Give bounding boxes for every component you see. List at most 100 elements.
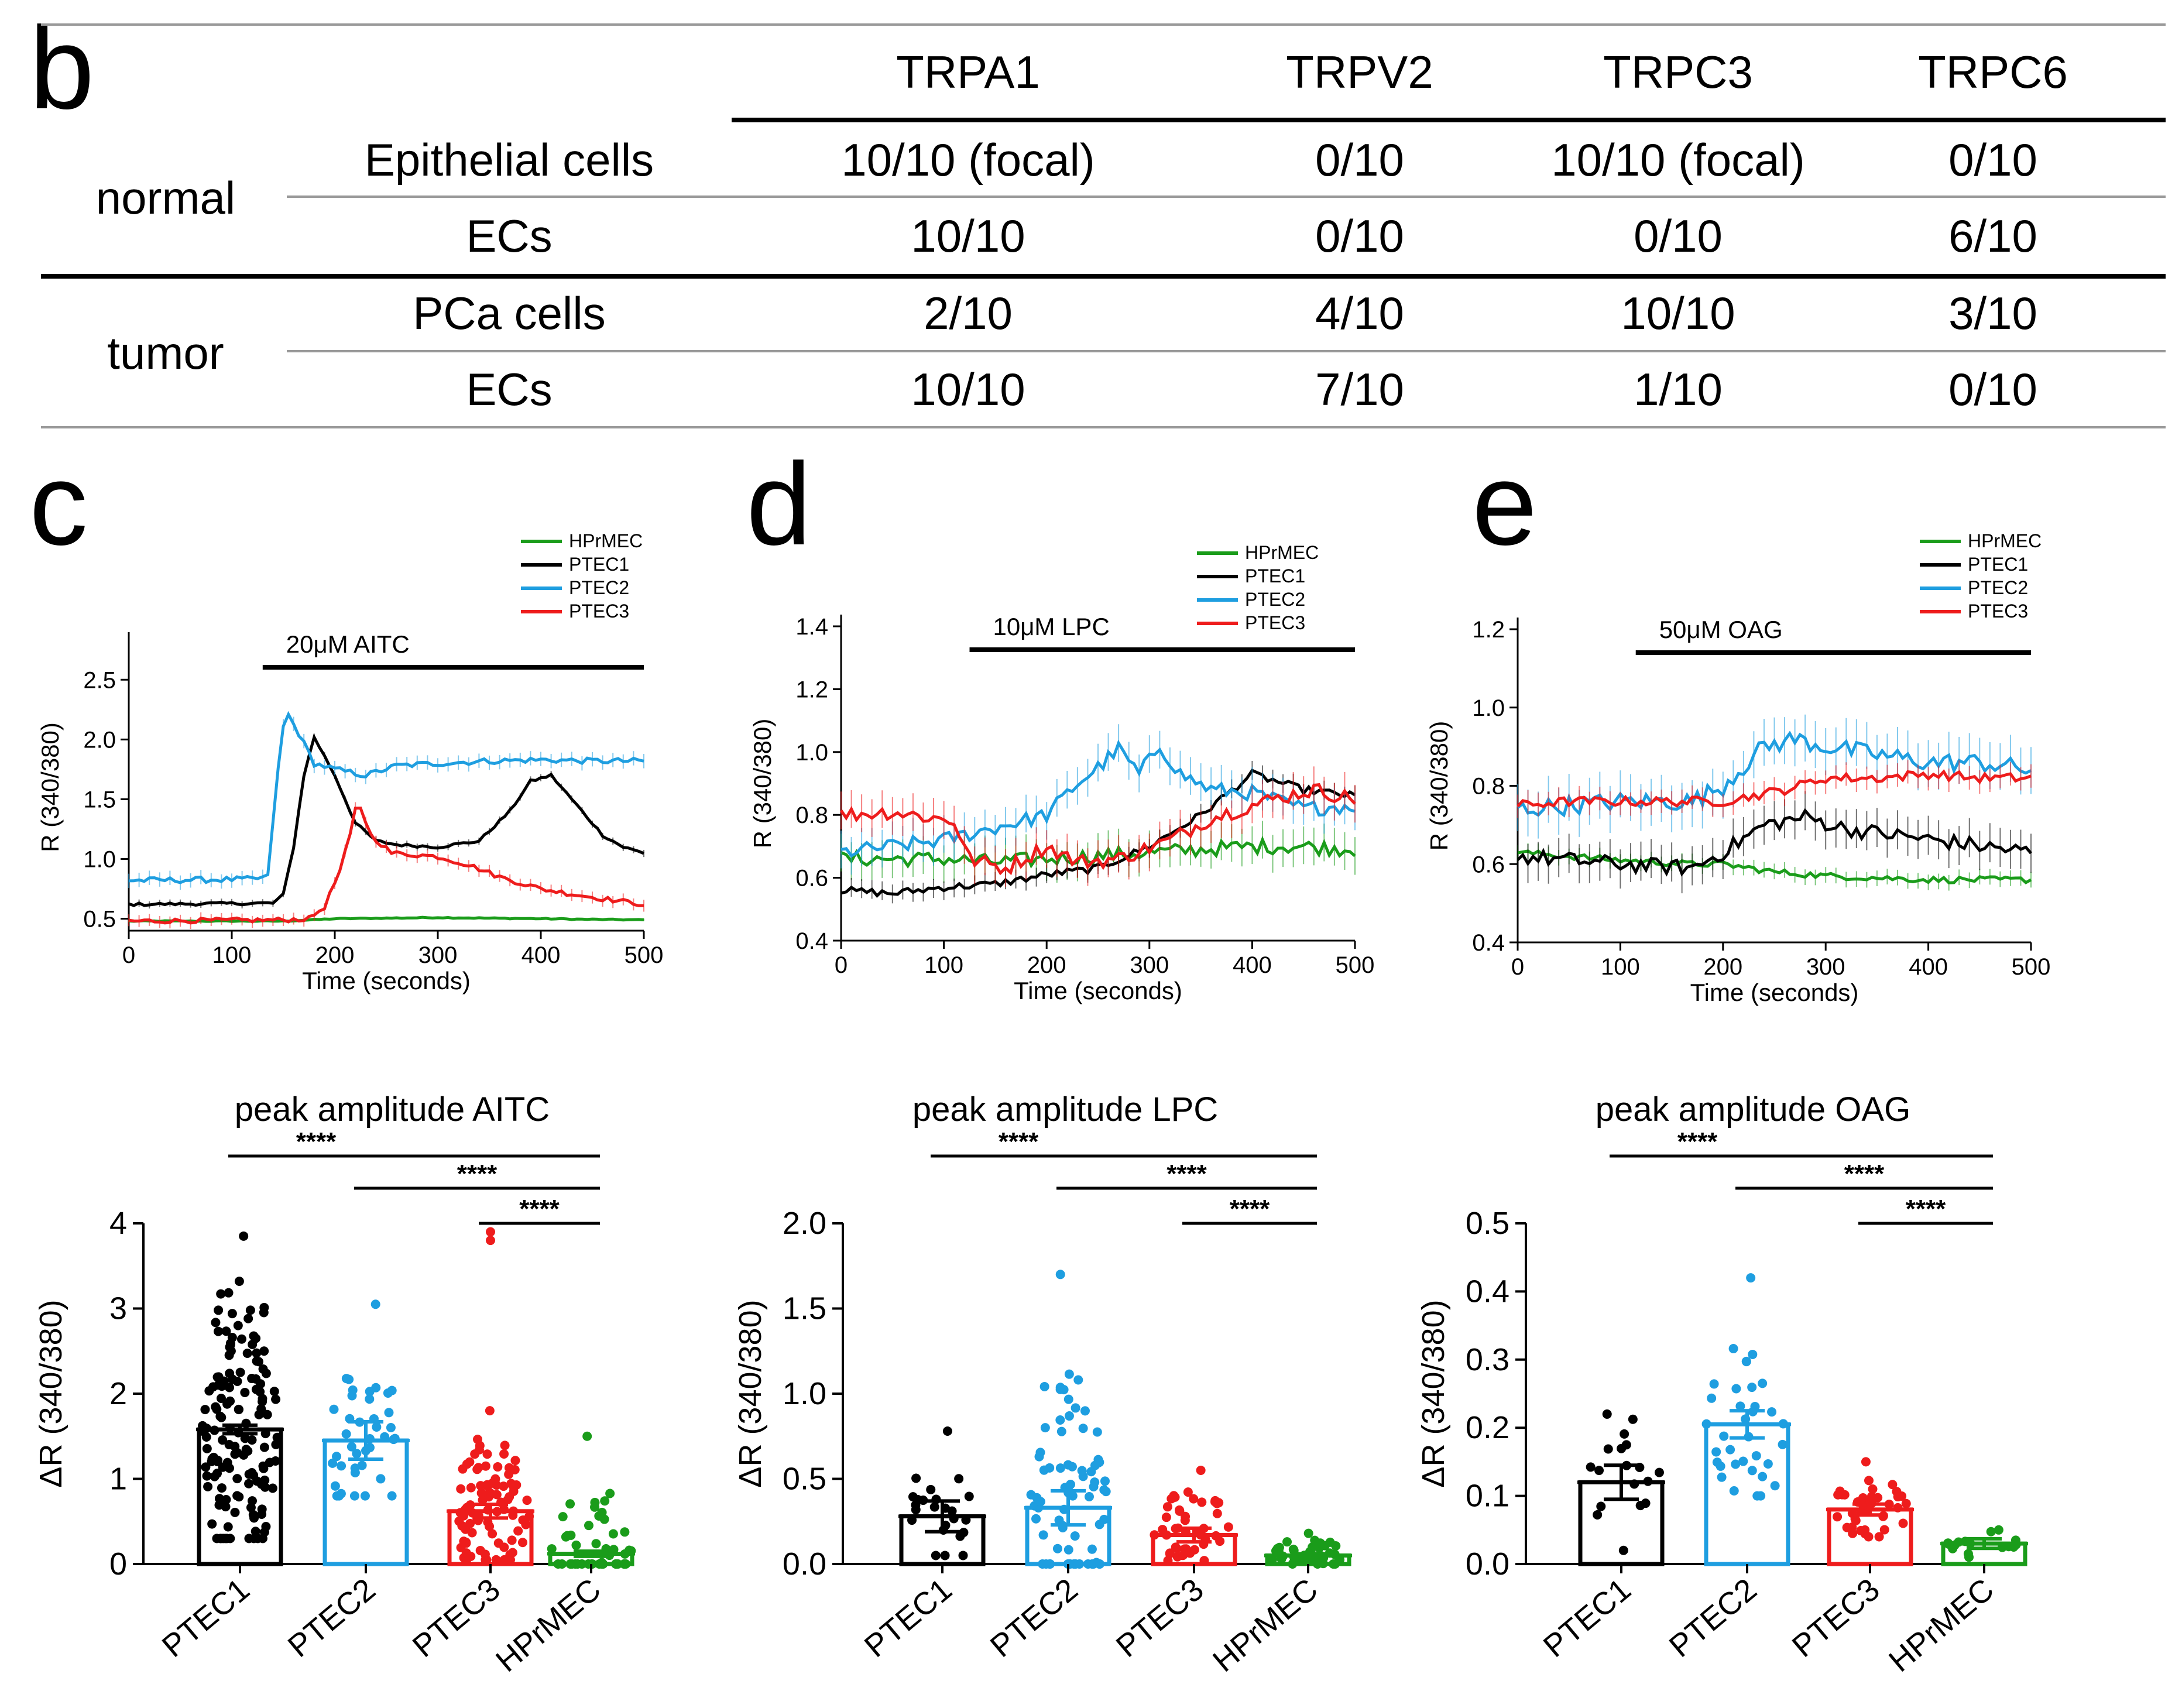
y-tick-label: 3 (109, 1291, 127, 1326)
table-row-label: Epithelial cells (365, 134, 654, 186)
data-point (376, 1474, 386, 1484)
data-point (1874, 1532, 1884, 1542)
x-tick-label: HPrMEC (1206, 1572, 1325, 1679)
data-point (341, 1374, 351, 1384)
x-tick-label: 100 (1601, 954, 1640, 980)
x-axis-title: Time (seconds) (1014, 977, 1182, 1004)
data-point (513, 1526, 523, 1536)
data-point (243, 1446, 253, 1456)
data-point (256, 1379, 266, 1389)
data-point (608, 1529, 618, 1539)
data-point (225, 1338, 235, 1348)
data-point (1067, 1462, 1077, 1472)
data-point (1086, 1467, 1096, 1477)
x-tick-label: 300 (1806, 954, 1845, 980)
y-axis-title: R (340/380) (36, 722, 64, 852)
data-point (212, 1469, 222, 1479)
y-tick-label: 2 (109, 1376, 127, 1411)
data-point (926, 1484, 936, 1494)
data-point (456, 1484, 466, 1494)
data-point (259, 1302, 269, 1312)
data-point (271, 1439, 281, 1449)
y-tick-label: 0.6 (795, 866, 828, 891)
significance-stars: **** (1844, 1160, 1885, 1188)
data-point (242, 1348, 252, 1358)
x-tick-label: 0 (122, 942, 135, 968)
data-point (524, 1511, 534, 1521)
data-point (217, 1483, 227, 1493)
data-point (482, 1449, 492, 1459)
x-tick-label: 200 (315, 942, 355, 968)
data-point (506, 1555, 516, 1565)
panel-b-table: b TRPA1 TRPV2 TRPC3 TRPC6 normal tumor E… (29, 3, 2166, 428)
data-point (1055, 1415, 1065, 1425)
data-point (1725, 1445, 1735, 1455)
data-point (507, 1535, 517, 1545)
table-cell: 0/10 (1634, 210, 1723, 262)
line-chart-d (833, 551, 1356, 949)
data-point (478, 1495, 488, 1505)
data-point (470, 1449, 480, 1459)
data-point (1594, 1466, 1604, 1476)
data-point (507, 1480, 517, 1490)
data-point (620, 1527, 630, 1537)
data-point (486, 1227, 495, 1237)
data-point (461, 1537, 471, 1547)
data-point (202, 1471, 212, 1481)
stimulus-label: 20μM AITC (286, 630, 410, 658)
legend-label: PTEC3 (1968, 601, 2028, 622)
data-point (1864, 1476, 1874, 1486)
data-point (510, 1456, 520, 1466)
data-point (1071, 1403, 1080, 1413)
data-point (244, 1469, 254, 1479)
legend-label: PTEC3 (1245, 612, 1305, 633)
data-point (465, 1457, 475, 1467)
table-cell: 0/10 (1948, 363, 2037, 415)
data-point (365, 1394, 375, 1404)
data-point (1758, 1378, 1768, 1388)
data-point (584, 1521, 593, 1531)
table-cell: 10/10 (911, 363, 1025, 415)
data-point (1328, 1559, 1338, 1569)
x-tick-label: 500 (2012, 954, 2051, 980)
legend-label: PTEC2 (569, 577, 629, 598)
data-point (207, 1519, 217, 1529)
x-tick-label: HPrMEC (1882, 1572, 2001, 1679)
series-line-PTEC1 (128, 733, 644, 907)
data-point (1070, 1531, 1080, 1541)
data-point (386, 1423, 396, 1433)
data-point (461, 1548, 471, 1558)
data-point (234, 1404, 243, 1414)
panel-letter-b: b (29, 3, 94, 133)
data-point (249, 1513, 259, 1523)
x-tick-label: 200 (1703, 954, 1742, 980)
table-cell: 3/10 (1948, 287, 2037, 339)
legend-label: PTEC3 (569, 601, 629, 622)
panel-letter-c: c (29, 439, 88, 570)
data-point (1056, 1426, 1066, 1436)
table-row-label: PCa cells (413, 287, 605, 339)
data-point (1087, 1544, 1097, 1554)
legend-label: HPrMEC (1245, 542, 1319, 563)
series-line-PTEC2 (1517, 730, 2032, 818)
y-tick-label: 0.4 (795, 928, 828, 954)
data-point (1100, 1476, 1110, 1486)
data-point (1197, 1497, 1207, 1507)
data-point (954, 1474, 964, 1484)
data-point (1860, 1525, 1870, 1535)
data-point (254, 1409, 264, 1419)
data-point (492, 1490, 502, 1500)
data-point (1833, 1512, 1843, 1522)
data-point (1707, 1393, 1717, 1403)
data-point (458, 1464, 468, 1474)
legend-label: PTEC2 (1245, 589, 1305, 610)
data-point (457, 1521, 467, 1531)
data-point (1272, 1544, 1282, 1553)
data-point (1199, 1556, 1209, 1566)
data-point (1040, 1423, 1050, 1433)
data-point (1748, 1349, 1758, 1359)
data-point (558, 1512, 568, 1522)
data-point (1161, 1512, 1171, 1522)
bar-chart-c-bottom (133, 1154, 636, 1573)
data-point (1093, 1458, 1103, 1468)
